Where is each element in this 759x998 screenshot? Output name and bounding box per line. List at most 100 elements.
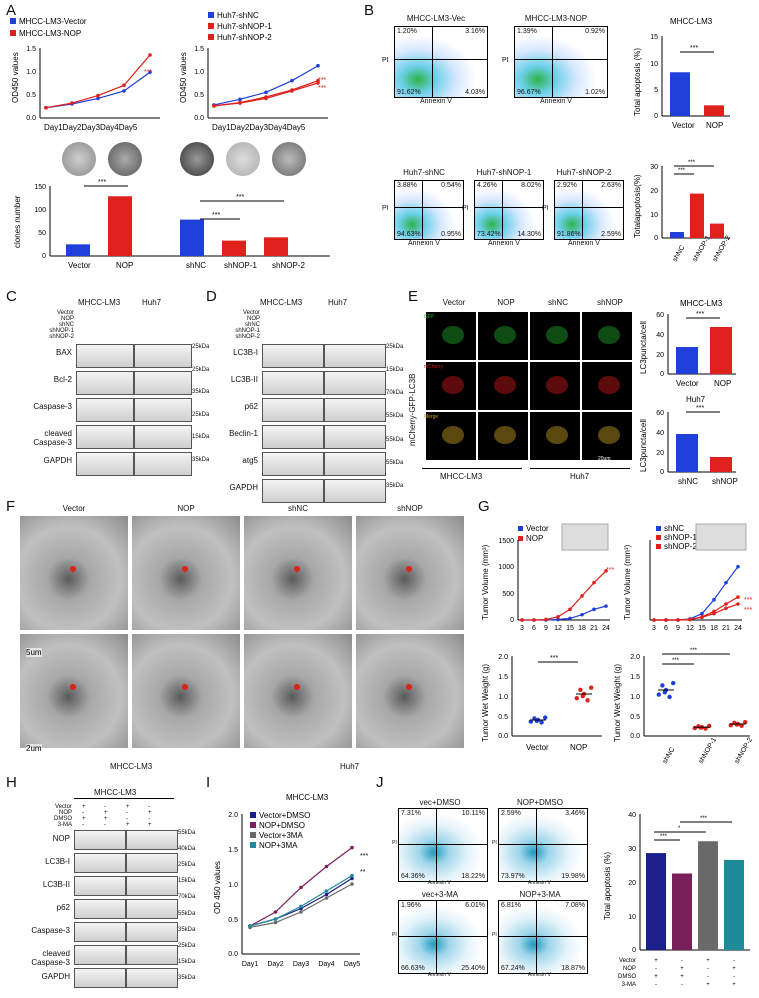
- data-point: [688, 617, 692, 622]
- dot-group: [656, 680, 748, 731]
- data-point: [700, 611, 704, 616]
- data-point: [662, 690, 667, 695]
- treatment-label: DMSO: [618, 974, 636, 980]
- quadrant-value: 14.30%: [517, 231, 541, 238]
- blot-band: [324, 344, 386, 368]
- svg-text:40: 40: [656, 332, 664, 339]
- x-axis-label: Annexin V: [420, 98, 452, 105]
- bar-group: [646, 841, 744, 950]
- y-axis-label: Total apoptosis (%): [603, 852, 612, 920]
- svg-text:10: 10: [628, 914, 636, 921]
- data-point: [44, 105, 48, 110]
- panel-e-microscopy: mCherry-GFP-LC3B Vector NOP shNC shNOP GFP m…: [408, 296, 634, 496]
- treatment-sign: -: [104, 822, 106, 828]
- blot-band: [262, 344, 324, 368]
- data-point: [556, 617, 560, 622]
- band-label: LC3B-I: [233, 348, 258, 357]
- scale-bar-label: 2um: [26, 744, 42, 753]
- x-tick-label: 15: [566, 625, 574, 632]
- flow-plot-title: Huh7-shNOP-1: [476, 168, 532, 177]
- quadrant-value: 73.42%: [477, 231, 501, 238]
- flow-plot: vec+DMSO 7.31% 10.11% 64.36% 18.22% PI Annexin…: [392, 798, 488, 890]
- y-axis-label: OD450 values: [11, 52, 20, 103]
- quadrant-value: 1.39%: [517, 28, 537, 35]
- quadrant-value: 2.59%: [501, 810, 521, 817]
- svg-text:0.0: 0.0: [194, 115, 204, 122]
- treatment-sign: -: [681, 958, 683, 964]
- legend-entry: MHCC-LM3-Vector: [19, 17, 87, 26]
- legend-swatch: [250, 812, 256, 818]
- treatment-label: 3-MA: [57, 822, 72, 828]
- treatment-sign: +: [680, 966, 684, 972]
- flow-plot: MHCC-LM3-NOP 1.39% 0.92% 96.67% 1.02% PI Annex…: [502, 14, 608, 118]
- x-tick-label: Day4: [318, 961, 334, 968]
- svg-text:*: *: [678, 826, 681, 832]
- quadrant-line: [535, 901, 537, 973]
- x-tick-label: 21: [722, 625, 730, 632]
- x-axis-label: Annexin V: [540, 98, 572, 105]
- treatment-sign: +: [732, 966, 736, 972]
- svg-text:20: 20: [650, 188, 658, 195]
- y-axis-label: Tumor Volume (mm³): [481, 544, 490, 620]
- quadrant-line: [515, 58, 607, 60]
- blot-band: [262, 425, 324, 449]
- x-tick-label: shNOP-2: [734, 736, 755, 765]
- bar: [222, 240, 246, 256]
- blot-band: [74, 945, 126, 965]
- panel-label-e: E: [408, 288, 419, 305]
- data-point: [290, 78, 294, 83]
- svg-text:***: ***: [690, 45, 698, 52]
- x-tick-label: Vector: [68, 261, 91, 270]
- group-label: MHCC-LM3: [260, 298, 303, 307]
- blot-band: [74, 968, 126, 988]
- treatment-label: DMSO: [54, 816, 72, 822]
- group-label: MHCC-LM3: [94, 788, 137, 797]
- quadrant-value: 25.40%: [461, 965, 485, 972]
- quadrant-line: [475, 207, 543, 209]
- svg-text:***: ***: [696, 405, 704, 412]
- treatment-label: shNOP-1: [235, 328, 260, 334]
- x-tick-label: 18: [578, 625, 586, 632]
- kda-label: 15kDa: [192, 434, 210, 440]
- quadrant-line: [499, 935, 587, 937]
- blot-band: [324, 371, 386, 395]
- blot-band: [74, 830, 126, 850]
- quadrant-line: [395, 207, 463, 209]
- quadrant-value: 7.31%: [401, 810, 421, 817]
- quadrant-value: 4.03%: [465, 89, 485, 96]
- svg-text:0.0: 0.0: [228, 951, 238, 958]
- data-point: [238, 101, 242, 105]
- x-tick-labels: Day1Day2Day3Day4Day5: [44, 123, 138, 132]
- band-label: LC3B-II: [230, 375, 258, 384]
- treatment-sign: +: [706, 982, 710, 988]
- blot-band: [134, 452, 192, 476]
- panel-label-b: B: [364, 2, 375, 19]
- data-point: [578, 687, 583, 692]
- flow-plot-title: NOP+3-MA: [519, 890, 561, 899]
- quadrant-value: 0.95%: [441, 231, 461, 238]
- cell-signal: [494, 426, 516, 444]
- svg-text:40: 40: [628, 812, 636, 819]
- svg-text:1000: 1000: [498, 564, 514, 571]
- band-label: Bcl-2: [53, 375, 72, 384]
- band-label: LC3B-I: [45, 857, 70, 866]
- quadrant-value: 2.92%: [557, 182, 577, 189]
- quadrant-line: [431, 27, 433, 97]
- panel-g-dot-chart-1: Tumor Wet Weight (g) 2.0 1.5 1.0 0.5 0.0…: [481, 654, 602, 752]
- data-point: [534, 718, 539, 723]
- data-point: [350, 876, 354, 881]
- svg-text:***: ***: [690, 648, 698, 654]
- svg-text:1.0: 1.0: [498, 694, 508, 701]
- y-axis-label: clones number: [13, 195, 22, 248]
- x-tick-label: shNC: [678, 477, 698, 486]
- y-axis-label: Tumor Wet Weight (g): [613, 664, 622, 742]
- band-label: Beclin-1: [229, 429, 258, 438]
- legend-entry: MHCC-LM3-NOP: [19, 29, 81, 38]
- svg-text:***: ***: [550, 655, 558, 662]
- kda-label: 25kDa: [178, 942, 196, 949]
- cell-signal: [442, 376, 464, 394]
- row-label: GFP: [424, 314, 435, 320]
- quadrant-value: 0.92%: [585, 28, 605, 35]
- flow-plot: NOP+3-MA 6.81% 7.08% 67.24% 18.87% PI Annexin …: [492, 890, 588, 982]
- panel-i-line-chart: MHCC-LM3 OD 450 values Vector+DMSONOP+DM…: [213, 793, 368, 968]
